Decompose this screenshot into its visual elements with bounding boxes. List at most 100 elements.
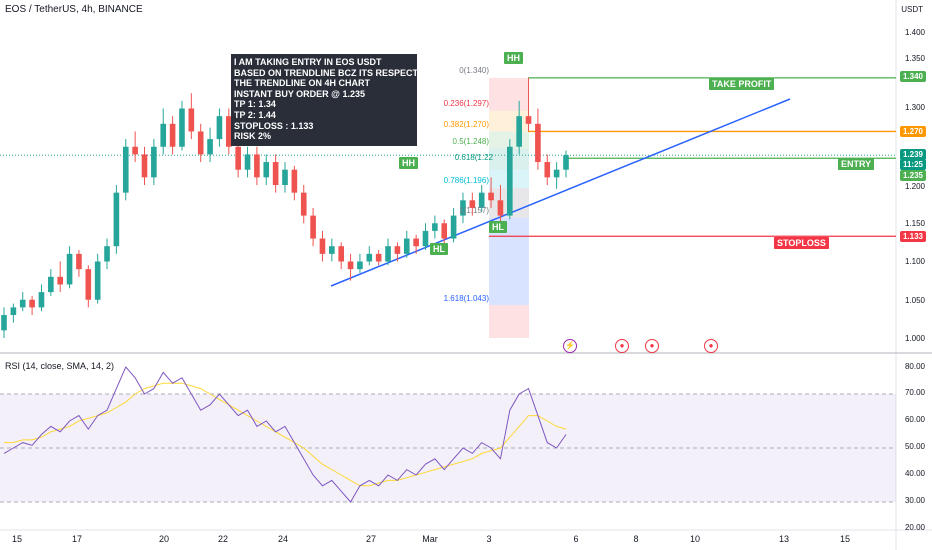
- candle-body: [10, 307, 17, 316]
- stoploss-label[interactable]: STOPLOSS: [774, 237, 829, 249]
- us-flag-icon[interactable]: ●: [615, 339, 629, 353]
- take-profit-label[interactable]: TAKE PROFIT: [709, 78, 775, 90]
- time-tick: 13: [778, 534, 790, 544]
- fib-1-label: 1(1.157): [459, 206, 489, 215]
- candle-body: [132, 146, 138, 155]
- note-line: INSTANT BUY ORDER @ 1.235: [234, 88, 365, 99]
- countdown-badge: 11:25: [899, 159, 926, 170]
- rsi-tick: 50.00: [904, 442, 925, 451]
- time-tick: 27: [365, 534, 377, 544]
- note-line: THE TRENDLINE ON 4H CHART: [234, 78, 371, 89]
- us-flag-icon[interactable]: ●: [645, 339, 659, 353]
- hl-label-right[interactable]: HL: [489, 221, 507, 233]
- candle-body: [460, 200, 466, 216]
- candle-body: [94, 261, 101, 300]
- candle-body: [488, 192, 494, 201]
- candle-body: [197, 131, 204, 155]
- candle-body: [338, 246, 345, 262]
- time-tick: 20: [158, 534, 170, 544]
- candle-body: [57, 276, 64, 285]
- fib-0-label: 0(1.340): [459, 66, 489, 75]
- note-line: TP 2: 1.44: [234, 109, 276, 120]
- lightning-icon[interactable]: ⚡: [563, 339, 577, 353]
- candle-body: [66, 253, 73, 285]
- fib-236-label: 0.236(1.297): [443, 99, 489, 108]
- time-tick: 15: [11, 534, 23, 544]
- price-badge-current: 1.239: [899, 149, 926, 160]
- price-tick: 1.400: [904, 28, 925, 37]
- hh-label-top[interactable]: HH: [504, 52, 523, 64]
- candle-body: [497, 200, 504, 216]
- us-flag-icon[interactable]: ●: [704, 339, 718, 353]
- price-badge-sl: 1.133: [899, 231, 926, 242]
- candle-body: [469, 200, 476, 208]
- trade-note[interactable]: I AM TAKING ENTRY IN EOS USDT BASED ON T…: [231, 54, 424, 146]
- time-tick: 3: [486, 534, 492, 544]
- candle-body: [85, 269, 92, 300]
- candle-body: [516, 116, 522, 147]
- candle-body: [104, 246, 110, 262]
- candle-body: [525, 116, 532, 124]
- candle-body: [450, 215, 457, 239]
- fib-zone: [489, 131, 529, 149]
- candle-body: [329, 246, 335, 254]
- candle-body: [506, 146, 513, 216]
- candle-body: [141, 154, 148, 178]
- candle-body: [478, 192, 485, 208]
- candle-body: [244, 154, 251, 170]
- note-line: STOPLOSS : 1.133: [234, 120, 314, 131]
- fib-618-label: 0.618(1.22: [454, 153, 493, 162]
- candle-body: [403, 238, 410, 254]
- chart-title: EOS / TetherUS, 4h, BINANCE: [5, 4, 143, 15]
- candle-body: [122, 146, 129, 193]
- entry-label[interactable]: ENTRY: [838, 158, 875, 170]
- rsi-tick: 80.00: [904, 362, 925, 371]
- note-line: I AM TAKING ENTRY IN EOS USDT: [234, 57, 382, 67]
- price-tick: 1.000: [904, 334, 925, 343]
- candle-body: [357, 261, 363, 270]
- price-tick: 1.300: [904, 103, 925, 112]
- candle-body: [29, 299, 35, 308]
- candle-body: [272, 162, 279, 185]
- candle-body: [432, 223, 438, 231]
- note-line: RISK 2%: [234, 131, 272, 142]
- candle-body: [225, 116, 232, 147]
- candle-body: [535, 123, 541, 163]
- hh-label-left[interactable]: HH: [399, 157, 418, 169]
- price-tick: 1.200: [904, 182, 925, 191]
- fib-1618-label: 1.618(1.043): [443, 294, 489, 303]
- fib-zone: [489, 305, 529, 338]
- time-tick: 8: [633, 534, 639, 544]
- hl-label-left[interactable]: HL: [430, 243, 448, 255]
- candle-body: [76, 253, 82, 270]
- time-tick: 17: [71, 534, 83, 544]
- candle-body: [188, 108, 195, 132]
- fib-382-label: 0.382(1.270): [443, 120, 489, 129]
- candle-body: [366, 253, 373, 262]
- rsi-tick: 60.00: [904, 415, 925, 424]
- candle-body: [347, 261, 354, 270]
- fib-5-label: 0.5(1.248): [452, 137, 489, 146]
- time-tick: Mar: [422, 534, 438, 544]
- candle-body: [235, 146, 241, 170]
- candle-body: [216, 116, 223, 140]
- candle-body: [413, 238, 419, 247]
- candle-body: [544, 162, 551, 178]
- price-tick: 1.100: [904, 257, 925, 266]
- time-tick: 15: [839, 534, 851, 544]
- candle-body: [169, 123, 176, 147]
- candle-body: [291, 169, 298, 193]
- price-badge-270: 1.270: [899, 126, 926, 137]
- candle-body: [254, 154, 260, 178]
- currency-unit: USDT: [901, 5, 923, 14]
- candle-body: [385, 246, 391, 262]
- candle-body: [263, 162, 270, 178]
- candle-body: [19, 299, 26, 308]
- time-tick: 24: [277, 534, 289, 544]
- fib-zone: [489, 110, 529, 132]
- price-badge-tp: 1.340: [899, 71, 926, 82]
- price-badge-entry: 1.235: [899, 170, 926, 181]
- rsi-title: RSI (14, close, SMA, 14, 2): [5, 361, 115, 371]
- candle-body: [207, 139, 213, 155]
